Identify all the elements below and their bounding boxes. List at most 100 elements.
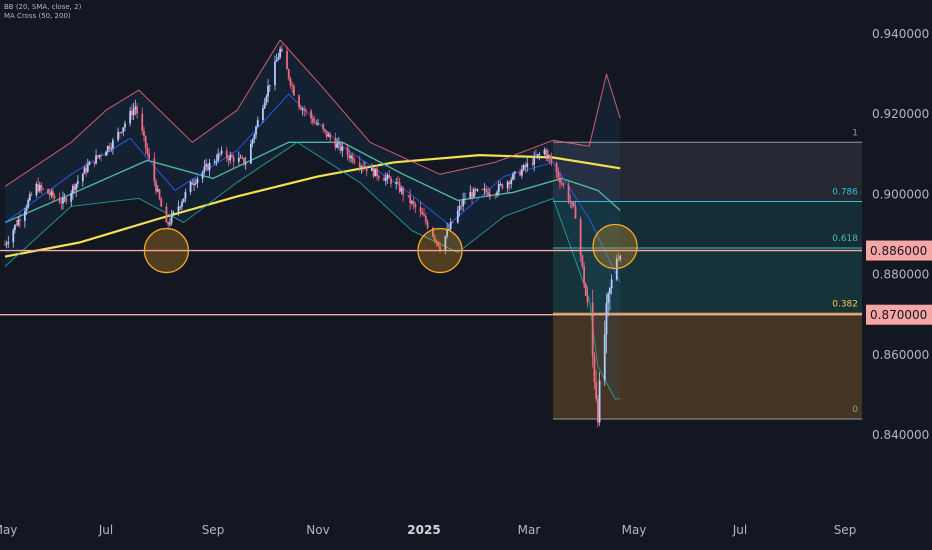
candle-body xyxy=(390,178,392,184)
candle-body xyxy=(17,219,20,226)
candle-body xyxy=(412,201,415,204)
candle-body xyxy=(203,166,206,172)
candle-body xyxy=(146,147,149,154)
x-tick-label: Jul xyxy=(98,523,113,537)
candle-body xyxy=(499,184,502,185)
candle-body xyxy=(398,182,401,192)
candle-body xyxy=(105,151,107,156)
candle-body xyxy=(497,184,500,193)
candle-body xyxy=(23,211,26,221)
x-tick-label: May xyxy=(0,523,17,537)
candle-body xyxy=(591,302,594,357)
candle-body xyxy=(471,192,473,198)
fib-level-label: 0 xyxy=(852,405,858,415)
ma-cross-indicator-label[interactable]: MA Cross (50, 200) xyxy=(4,12,71,20)
price-level-tag-label: 0.870000 xyxy=(870,308,927,322)
annotations[interactable] xyxy=(143,223,638,274)
candle-body xyxy=(85,167,88,172)
series-line-bb-upper xyxy=(4,39,621,187)
candle-body xyxy=(360,166,363,168)
candle-body xyxy=(110,148,113,150)
price-level-tag[interactable] xyxy=(866,240,932,261)
candle-body xyxy=(439,246,441,251)
candle-body xyxy=(448,229,450,230)
candle-body xyxy=(253,134,256,140)
candle-body xyxy=(496,192,498,195)
candle-body xyxy=(35,183,38,196)
candle-body xyxy=(610,279,613,289)
candle-body xyxy=(474,189,477,191)
candle-body xyxy=(205,164,207,167)
candle-body xyxy=(153,158,156,182)
candle-body xyxy=(62,198,64,204)
highlight-circle[interactable] xyxy=(143,227,190,274)
candle-body xyxy=(38,184,41,192)
candle-body xyxy=(437,241,440,247)
candle-body xyxy=(315,122,318,125)
candle-body xyxy=(388,174,391,179)
candle-body xyxy=(339,142,342,151)
candle-body xyxy=(60,202,63,204)
candle-body xyxy=(334,138,337,148)
candle-body xyxy=(522,165,525,170)
candle-body xyxy=(70,192,73,202)
candle-body xyxy=(134,106,137,109)
candle-body xyxy=(298,95,300,108)
candle-body xyxy=(28,194,31,201)
candle-body xyxy=(545,149,548,157)
x-tick-label: May xyxy=(622,523,647,537)
candle-body xyxy=(118,132,121,133)
candle-body xyxy=(596,399,599,423)
candle-body xyxy=(510,179,513,185)
candle-body xyxy=(374,168,377,177)
candle-body xyxy=(526,163,529,168)
candle-body xyxy=(168,222,171,225)
candle-body xyxy=(341,146,344,151)
candle-body xyxy=(488,194,491,196)
fib-zone-2 xyxy=(553,247,862,314)
candle-body xyxy=(609,288,611,294)
horizontal-levels[interactable] xyxy=(0,249,862,316)
candle-body xyxy=(569,201,572,203)
candle-body xyxy=(424,215,427,222)
candle-body xyxy=(40,184,43,189)
candle-body xyxy=(136,106,138,114)
bb-indicator-label[interactable]: BB (20, SMA, close, 2) xyxy=(4,3,82,11)
candle-body xyxy=(598,380,601,423)
candle-body xyxy=(462,199,465,207)
candle-body xyxy=(460,205,463,207)
candle-body xyxy=(557,172,560,178)
candle-body xyxy=(232,157,235,162)
candle-body xyxy=(143,130,145,136)
candle-body xyxy=(268,85,271,86)
candle-body xyxy=(52,191,54,197)
candle-body xyxy=(372,167,375,177)
highlight-circle[interactable] xyxy=(417,227,463,274)
candle-body xyxy=(291,85,294,87)
candle-body xyxy=(533,155,536,165)
candle-body xyxy=(274,61,276,86)
candle-body xyxy=(605,302,608,335)
candle-body xyxy=(196,178,199,184)
bollinger-band-fill xyxy=(5,40,621,399)
fib-level-label: 0.382 xyxy=(832,299,858,309)
candle-body xyxy=(158,189,161,199)
candle-body xyxy=(124,123,126,128)
price-level-tag[interactable] xyxy=(866,304,932,325)
candle-body xyxy=(410,201,413,204)
candle-body xyxy=(487,191,489,195)
candle-body xyxy=(167,222,170,225)
candle-body xyxy=(217,153,220,161)
candle-body xyxy=(220,150,223,154)
candle-body xyxy=(426,221,429,228)
candle-body xyxy=(423,214,425,216)
candle-body xyxy=(293,86,295,96)
candle-body xyxy=(193,183,195,185)
fib-level-label: 1 xyxy=(852,128,858,138)
highlight-circle[interactable] xyxy=(592,223,638,270)
candle-body xyxy=(189,181,192,193)
candle-body xyxy=(231,155,233,158)
candle-body xyxy=(571,202,573,204)
